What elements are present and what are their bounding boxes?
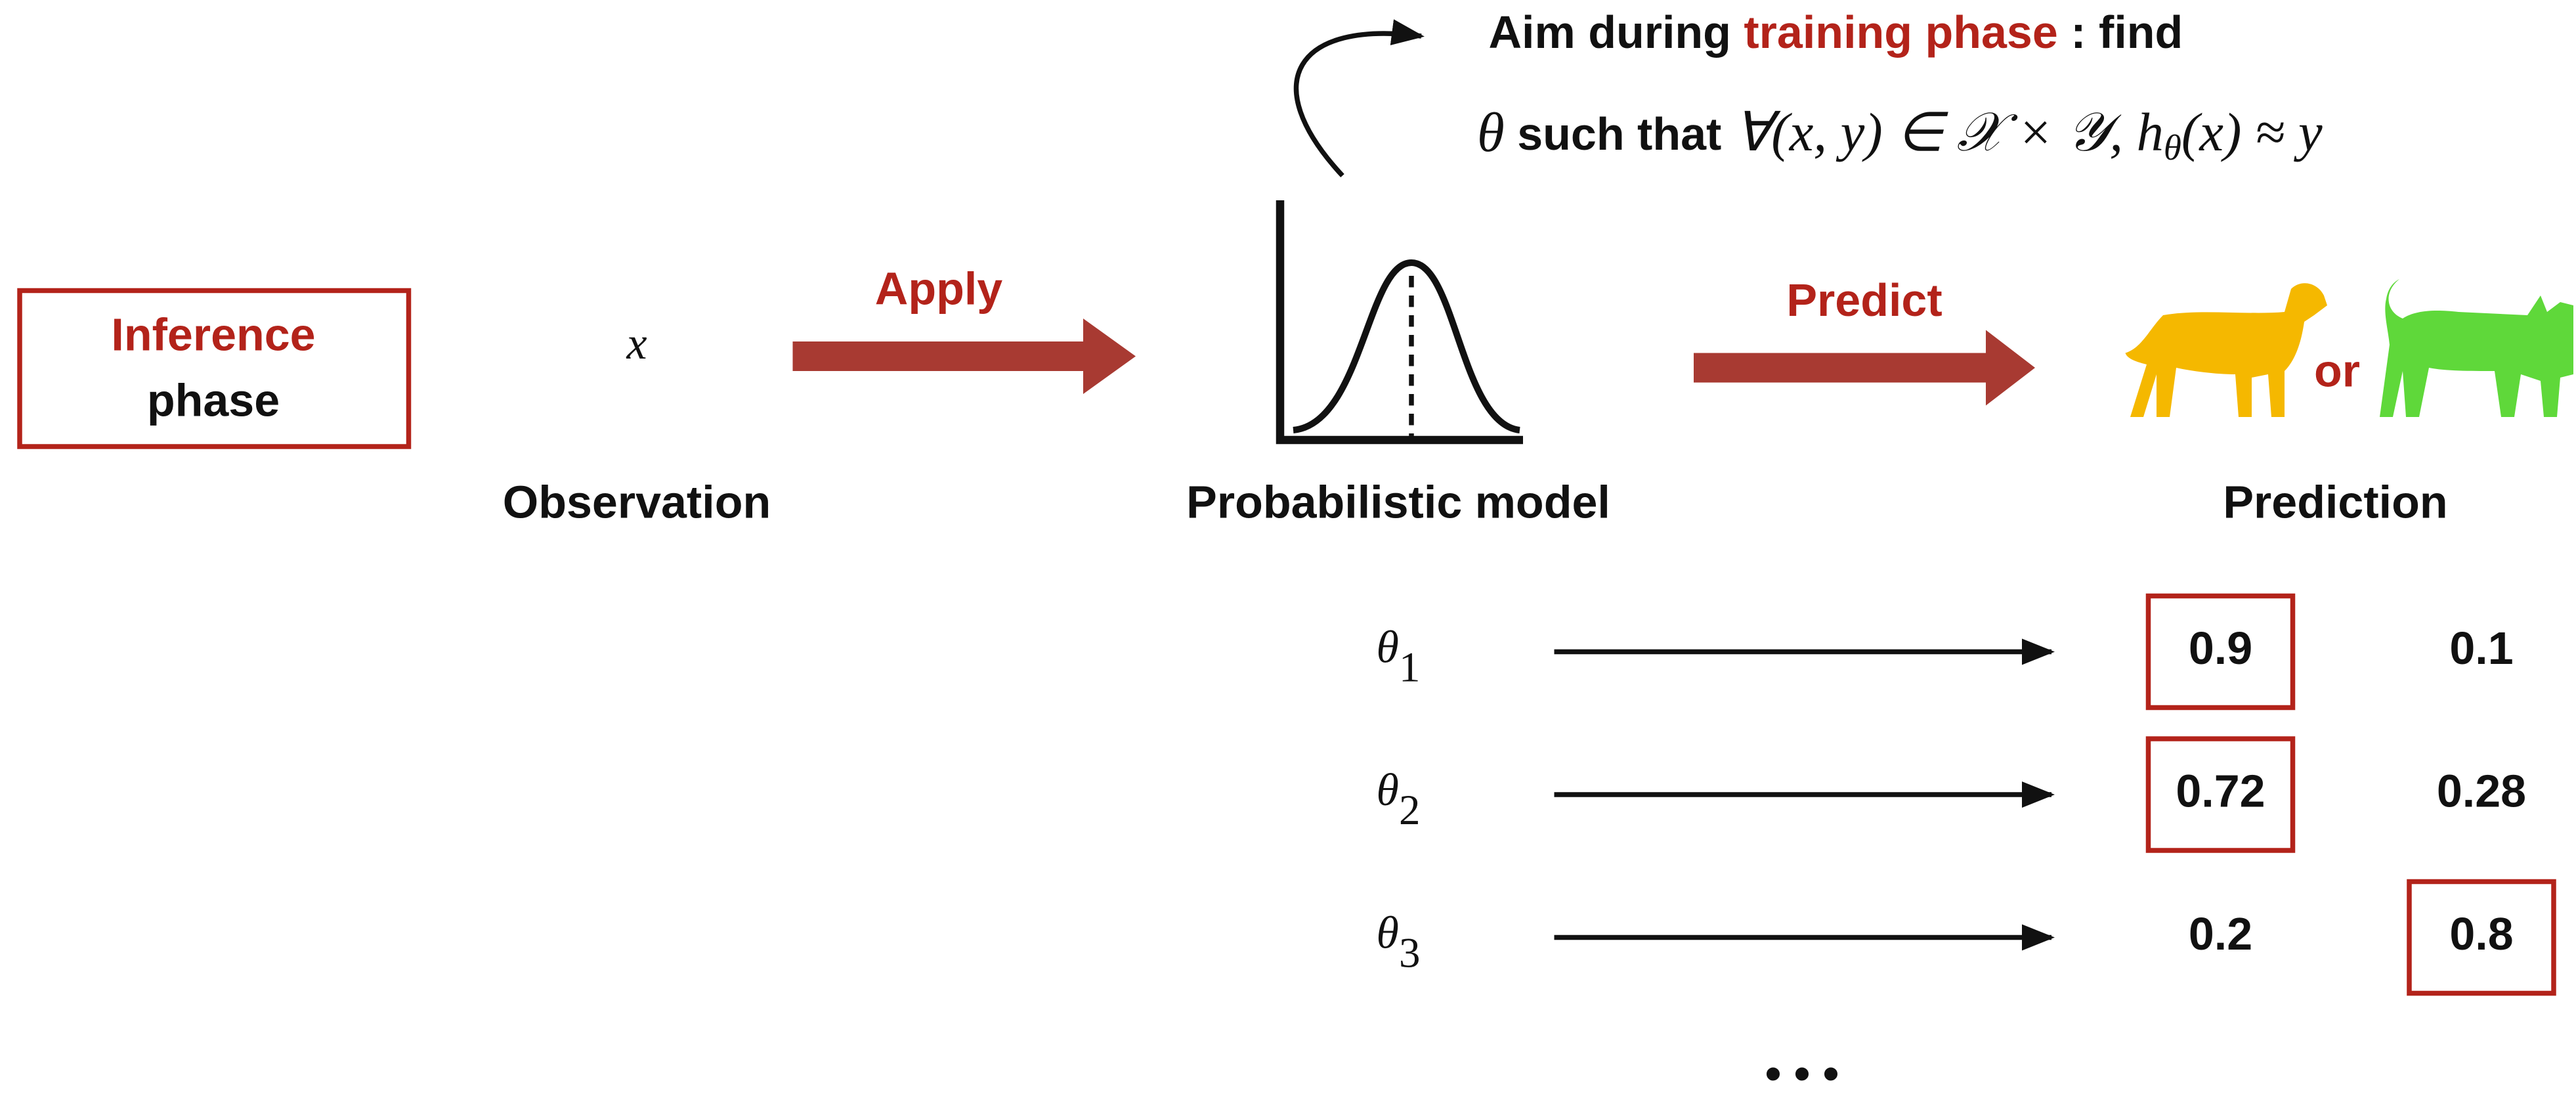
formula-sub: θ [2164,127,2181,167]
prediction-label: Prediction [2223,476,2447,527]
observation-label: Observation [503,476,771,527]
probability: 0.8 [2449,908,2513,959]
theta-index: 2 [1399,787,1421,834]
observation-symbol: x [626,318,647,369]
probability: 0.2 [2189,908,2252,959]
aim-arrow [1297,33,1421,175]
aim-line: Aim during training phase : find [1489,7,2183,58]
probability: 0.9 [2189,623,2252,674]
aim-prefix: Aim during [1489,7,1744,58]
diagram: Inference phase x Observation Apply Prob… [0,0,2576,1098]
formula-theta: θ [1477,102,1505,164]
formula-math: ∀(x, y) ∈ 𝒳 × 𝒴, h [1734,102,2164,162]
ellipsis: • • • [1765,1047,1839,1098]
aim-highlight: training phase [1744,7,2057,58]
row-symbol: θ2 [1377,765,1421,834]
apply-arrow [793,318,1136,394]
predict-label: Predict [1786,274,1942,326]
theta-index: 3 [1399,929,1421,977]
dog-icon [2126,283,2328,417]
apply-label: Apply [875,263,1003,314]
aim-formula: θ such that ∀(x, y) ∈ 𝒳 × 𝒴, hθ(x) ≈ y [1477,102,2323,167]
prediction-connector: or [2314,345,2360,396]
inference-subtitle: phase [147,374,280,426]
theta: θ [1377,623,1399,673]
theta: θ [1377,765,1399,816]
probability: 0.72 [2176,765,2265,816]
cat-icon [2380,279,2573,417]
aim-suffix: : find [2058,7,2183,58]
theta-index: 1 [1399,644,1421,691]
row-symbol: θ3 [1377,908,1421,977]
row-symbol: θ1 [1377,623,1421,692]
inference-title: Inference [111,309,315,360]
formula-text: such that [1505,108,1734,160]
theta: θ [1377,908,1399,959]
model-curve [1293,263,1520,430]
predict-arrow [1694,330,2035,406]
model-label: Probabilistic model [1186,476,1610,527]
probability: 0.1 [2449,623,2513,674]
probability: 0.28 [2437,765,2526,816]
formula-tail: (x) ≈ y [2181,102,2323,162]
page: Inference phase x Observation Apply Prob… [0,0,2576,1098]
